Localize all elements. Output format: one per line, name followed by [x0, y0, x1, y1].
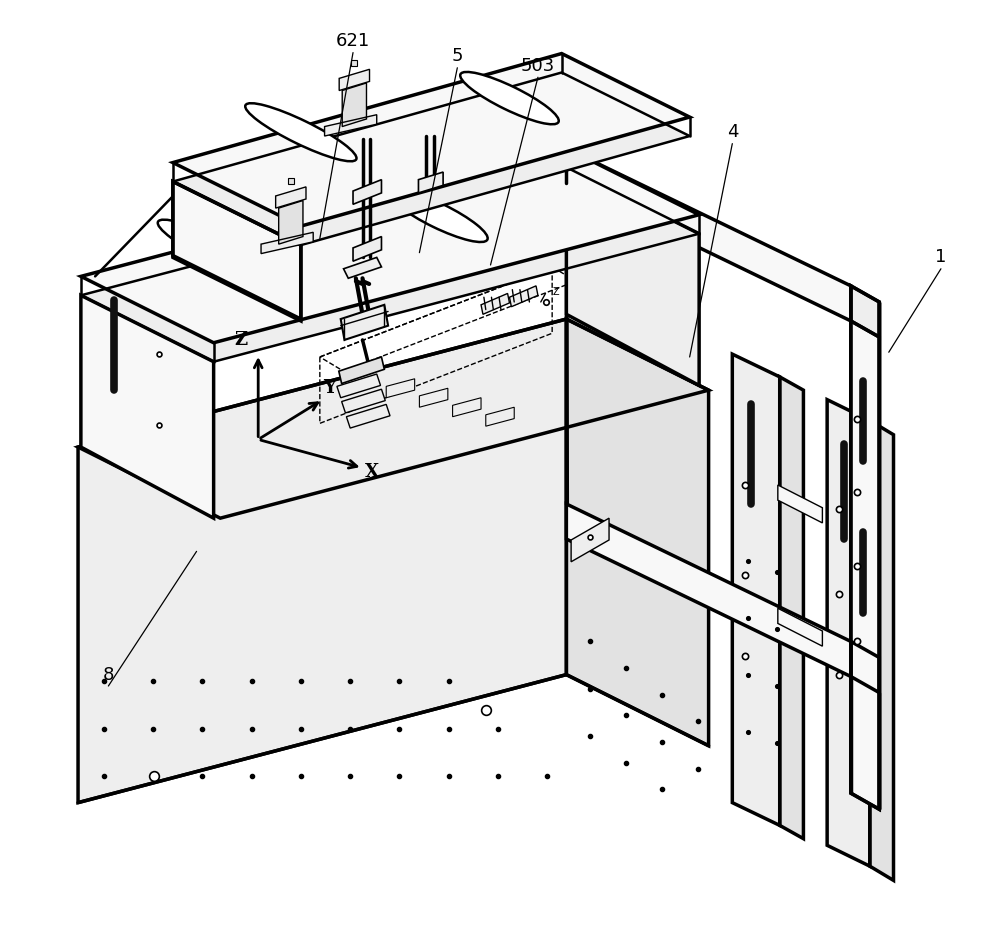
Ellipse shape — [245, 104, 357, 162]
Polygon shape — [851, 641, 879, 692]
Polygon shape — [571, 518, 609, 562]
Polygon shape — [353, 237, 381, 262]
Polygon shape — [81, 148, 699, 342]
Polygon shape — [339, 69, 370, 90]
Polygon shape — [353, 180, 381, 204]
Polygon shape — [344, 258, 381, 279]
Polygon shape — [509, 286, 538, 307]
Polygon shape — [481, 294, 509, 314]
Polygon shape — [337, 374, 381, 398]
Polygon shape — [566, 504, 851, 676]
Polygon shape — [81, 167, 699, 361]
Polygon shape — [173, 182, 301, 320]
Polygon shape — [870, 420, 894, 881]
Polygon shape — [346, 404, 390, 428]
Polygon shape — [486, 407, 514, 426]
Polygon shape — [261, 232, 313, 254]
Polygon shape — [339, 357, 384, 383]
Polygon shape — [419, 388, 448, 407]
Text: 4: 4 — [727, 124, 738, 142]
Polygon shape — [566, 319, 709, 746]
Polygon shape — [778, 609, 822, 646]
Polygon shape — [418, 172, 443, 193]
Text: Z: Z — [235, 331, 248, 349]
Text: Z: Z — [552, 287, 559, 298]
Polygon shape — [386, 378, 415, 398]
Polygon shape — [325, 115, 377, 136]
Ellipse shape — [460, 72, 559, 125]
Polygon shape — [173, 53, 690, 226]
Polygon shape — [851, 286, 879, 337]
Polygon shape — [453, 398, 481, 417]
Polygon shape — [566, 148, 851, 320]
Polygon shape — [173, 182, 301, 319]
Polygon shape — [78, 319, 709, 518]
Polygon shape — [827, 399, 870, 866]
Polygon shape — [341, 305, 388, 340]
Polygon shape — [566, 167, 699, 385]
Text: 5: 5 — [452, 48, 463, 66]
Polygon shape — [78, 319, 566, 803]
Ellipse shape — [158, 220, 273, 280]
Polygon shape — [173, 72, 690, 245]
Polygon shape — [778, 485, 822, 523]
Text: 621: 621 — [336, 32, 370, 50]
Text: 8: 8 — [103, 666, 114, 684]
Text: 503: 503 — [521, 57, 555, 75]
Polygon shape — [276, 186, 306, 208]
Text: X: X — [365, 463, 379, 481]
Text: Y: Y — [323, 379, 336, 397]
Polygon shape — [851, 320, 879, 809]
Ellipse shape — [389, 189, 488, 243]
Polygon shape — [81, 296, 214, 518]
Polygon shape — [279, 201, 303, 244]
Polygon shape — [851, 286, 879, 809]
Polygon shape — [342, 83, 366, 126]
Polygon shape — [780, 377, 803, 839]
Polygon shape — [732, 354, 780, 825]
Text: 1: 1 — [935, 248, 947, 266]
Polygon shape — [342, 389, 385, 413]
